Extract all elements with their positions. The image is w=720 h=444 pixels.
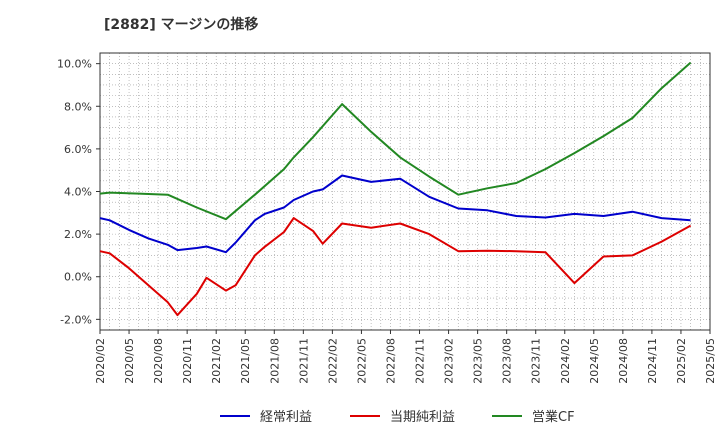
legend-label: 経常利益 (260, 410, 312, 425)
series-line-2 (99, 61, 692, 221)
y-tick-label: 6.0% (64, 143, 92, 156)
x-tick-label: 2024/11 (646, 338, 659, 384)
x-tick-label: 2023/11 (530, 338, 543, 384)
x-tick-label: 2025/02 (675, 338, 688, 384)
y-tick-label: 10.0% (57, 58, 92, 71)
series-line-0 (99, 174, 691, 254)
x-tick-label: 2022/05 (355, 338, 368, 384)
y-tick-label: 2.0% (64, 228, 92, 241)
plot-area (100, 53, 710, 330)
y-tick-label: 8.0% (64, 100, 92, 113)
x-tick-label: 2024/08 (617, 338, 630, 384)
x-tick-label: 2020/08 (152, 338, 165, 384)
legend-label: 当期純利益 (390, 410, 455, 425)
x-tick-label: 2020/11 (181, 338, 194, 384)
x-tick-label: 2022/08 (384, 338, 397, 384)
x-tick-label: 2021/05 (239, 338, 252, 384)
x-tick-label: 2021/08 (268, 338, 281, 384)
x-tick-label: 2023/05 (472, 338, 485, 384)
x-tick-label: 2022/11 (414, 338, 427, 384)
x-tick-label: 2024/05 (588, 338, 601, 384)
y-tick-label: 0.0% (64, 271, 92, 284)
x-tick-label: 2022/02 (326, 338, 339, 384)
x-tick-label: 2024/02 (559, 338, 572, 384)
y-tick-label: 4.0% (64, 186, 92, 199)
x-tick-label: 2023/08 (501, 338, 514, 384)
x-tick-label: 2020/05 (123, 338, 136, 384)
chart-title: [2882] マージンの推移 (104, 17, 259, 33)
x-tick-label: 2021/02 (210, 338, 223, 384)
x-tick-label: 2021/11 (297, 338, 310, 384)
series-line-1 (99, 217, 692, 317)
x-tick-label: 2023/02 (443, 338, 456, 384)
x-tick-label: 2025/05 (704, 338, 717, 384)
legend-label: 営業CF (532, 409, 575, 425)
y-tick-label: -2.0% (60, 313, 92, 326)
x-tick-label: 2020/02 (94, 338, 107, 384)
